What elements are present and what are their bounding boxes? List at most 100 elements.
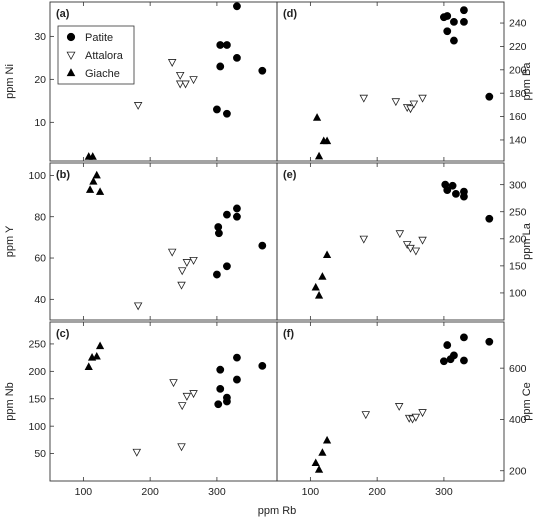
y-tick-label: 220 <box>509 41 527 53</box>
data-point-patite <box>460 356 468 365</box>
data-point-attalora <box>169 379 178 388</box>
y-tick-label: 200 <box>28 366 46 378</box>
x-tick-label: 100 <box>302 486 320 498</box>
data-point-patite <box>460 192 468 201</box>
y-tick-label: 250 <box>28 339 46 351</box>
data-point-attalora <box>406 105 415 114</box>
data-point-patite <box>448 181 457 190</box>
data-point-patite <box>214 400 223 409</box>
data-point-patite <box>216 365 225 374</box>
panel-label: (a) <box>56 8 70 20</box>
data-point-giache <box>92 351 101 360</box>
y-tick-label: 150 <box>509 260 527 272</box>
data-point-giache <box>84 362 93 370</box>
x-tick-label: 200 <box>141 486 159 498</box>
data-point-attalora <box>411 247 421 256</box>
legend: Patite Attalora Giache <box>57 25 135 85</box>
data-point-attalora <box>189 256 198 265</box>
data-point-patite <box>223 109 231 118</box>
data-point-giache <box>318 448 327 456</box>
legend-marker-attalora <box>66 51 76 61</box>
data-point-attalora <box>175 71 185 80</box>
data-point-patite <box>258 66 267 75</box>
data-point-giache <box>318 272 327 280</box>
data-point-patite <box>216 384 225 393</box>
data-point-patite <box>258 361 267 370</box>
data-point-patite <box>460 333 468 342</box>
data-point-attalora <box>133 102 143 110</box>
data-point-attalora <box>182 392 192 401</box>
data-point-giache <box>314 465 324 473</box>
data-point-attalora <box>132 448 142 457</box>
data-point-giache <box>311 458 320 467</box>
data-point-giache <box>314 291 324 299</box>
data-point-patite <box>443 341 452 349</box>
y-tick-label: 150 <box>28 393 46 405</box>
data-point-patite <box>233 353 241 362</box>
y-tick-label: 240 <box>509 18 527 30</box>
data-point-attalora <box>391 98 401 107</box>
panel-4: 140 160 180 200 220 240 ppm Ba (d) <box>276 1 533 162</box>
data-point-patite <box>485 214 494 223</box>
y-tick-label: 100 <box>509 288 527 300</box>
panel-1: 10 20 30 ppm Ni (a) <box>4 1 278 162</box>
y-tick-label: 600 <box>509 363 527 375</box>
data-point-giache <box>314 151 324 160</box>
data-point-patite <box>233 2 241 11</box>
data-point-attalora <box>409 100 419 109</box>
panel-label: (f) <box>283 328 294 340</box>
x-tick-label: 100 <box>75 486 93 498</box>
panel-label: (e) <box>283 169 297 181</box>
x-tick-label: 300 <box>435 486 453 498</box>
data-point-giache <box>311 282 320 291</box>
x-tick-label: 300 <box>208 486 226 498</box>
y-tick-label: 50 <box>34 448 46 460</box>
panel-frame <box>276 1 505 162</box>
y-tick-label: 160 <box>509 111 527 123</box>
data-point-giache <box>95 341 105 350</box>
y-tick-label: 250 <box>509 206 527 218</box>
figure-x-axis-label: ppm Rb <box>258 505 297 517</box>
data-point-patite <box>450 36 458 45</box>
data-point-giache <box>322 435 332 444</box>
panel-frame <box>276 162 505 321</box>
data-point-patite <box>223 210 231 219</box>
data-point-patite <box>485 92 494 101</box>
data-point-attalora <box>175 80 185 89</box>
legend-marker-giache <box>66 68 76 77</box>
data-point-attalora <box>181 80 190 89</box>
data-point-patite <box>213 105 221 114</box>
data-point-attalora <box>177 281 186 290</box>
data-point-attalora <box>394 403 404 411</box>
data-point-attalora <box>189 76 198 85</box>
data-point-attalora <box>167 59 177 67</box>
data-point-patite <box>452 189 460 198</box>
data-point-patite <box>233 53 241 62</box>
panel-5: 100 150 200 250 300 ppm La (e) <box>276 162 533 321</box>
data-point-giache <box>312 113 322 121</box>
data-point-attalora <box>359 235 369 244</box>
data-point-giache <box>89 177 98 185</box>
data-point-patite <box>216 62 225 71</box>
y-tick-label: 20 <box>34 74 46 86</box>
y-tick-label: 140 <box>509 135 527 147</box>
legend-label-attalora: Attalora <box>85 50 124 62</box>
data-point-attalora <box>411 413 421 422</box>
data-point-attalora <box>189 390 198 399</box>
data-point-giache <box>92 170 101 179</box>
y-tick-label: 60 <box>34 253 46 265</box>
y-tick-label: 100 <box>28 421 46 433</box>
data-point-giache <box>95 187 105 195</box>
y-tick-label: 180 <box>509 88 527 100</box>
data-point-patite <box>460 17 468 26</box>
data-point-attalora <box>361 411 371 420</box>
y-axis-label: ppm La <box>521 222 533 260</box>
data-point-patite <box>443 12 452 20</box>
data-point-attalora <box>182 259 192 267</box>
data-point-patite <box>216 41 225 49</box>
panel-2: 40 60 80 100 ppm Y (b) <box>4 162 278 321</box>
data-point-patite <box>443 27 452 36</box>
y-tick-label: 10 <box>34 117 46 129</box>
data-point-attalora <box>177 267 187 276</box>
